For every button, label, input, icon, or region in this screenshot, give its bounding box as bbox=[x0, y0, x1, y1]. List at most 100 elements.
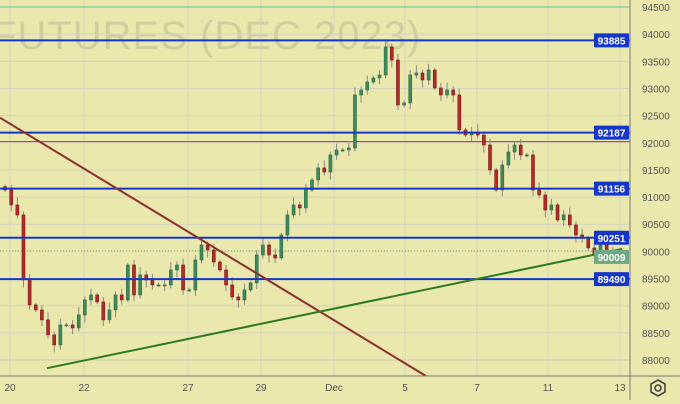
candle[interactable] bbox=[451, 89, 455, 96]
candle[interactable] bbox=[273, 254, 277, 259]
candle[interactable] bbox=[500, 164, 505, 191]
candle[interactable] bbox=[561, 214, 566, 221]
candle[interactable] bbox=[304, 189, 308, 209]
candle[interactable] bbox=[439, 87, 443, 96]
candle[interactable] bbox=[285, 214, 290, 236]
time-axis[interactable] bbox=[0, 376, 680, 400]
candle[interactable] bbox=[347, 147, 351, 151]
candle[interactable] bbox=[261, 244, 265, 256]
candle[interactable] bbox=[181, 264, 185, 291]
candle[interactable] bbox=[33, 304, 38, 311]
candle[interactable] bbox=[316, 167, 320, 181]
candle[interactable] bbox=[248, 282, 253, 291]
candle[interactable] bbox=[445, 89, 449, 96]
candle[interactable] bbox=[9, 189, 14, 206]
candle[interactable] bbox=[426, 69, 431, 81]
candle[interactable] bbox=[236, 296, 241, 301]
candle[interactable] bbox=[175, 264, 179, 271]
candle[interactable] bbox=[113, 294, 118, 311]
candle[interactable] bbox=[101, 301, 106, 321]
candle[interactable] bbox=[383, 46, 388, 76]
candle[interactable] bbox=[365, 81, 370, 91]
candle[interactable] bbox=[70, 324, 75, 329]
candle[interactable] bbox=[402, 102, 406, 106]
candle[interactable] bbox=[107, 309, 112, 321]
candle[interactable] bbox=[494, 169, 498, 191]
candle[interactable] bbox=[119, 294, 124, 301]
candle[interactable] bbox=[138, 274, 142, 296]
candle[interactable] bbox=[340, 149, 345, 152]
candle[interactable] bbox=[291, 204, 296, 216]
candle[interactable] bbox=[482, 134, 486, 146]
candle[interactable] bbox=[27, 279, 32, 306]
candle[interactable] bbox=[506, 151, 511, 166]
candle[interactable] bbox=[586, 237, 591, 249]
candle[interactable] bbox=[414, 72, 419, 76]
candle[interactable] bbox=[76, 314, 81, 329]
candle[interactable] bbox=[83, 299, 87, 316]
candle[interactable] bbox=[211, 249, 216, 263]
candle[interactable] bbox=[371, 77, 376, 83]
candle[interactable] bbox=[518, 144, 523, 156]
candle[interactable] bbox=[549, 204, 554, 211]
price-axis[interactable] bbox=[630, 0, 680, 400]
candle[interactable] bbox=[52, 334, 56, 346]
candle[interactable] bbox=[310, 179, 314, 191]
x-tick-label: 20 bbox=[4, 383, 16, 394]
candle[interactable] bbox=[297, 204, 302, 209]
candle[interactable] bbox=[574, 224, 578, 236]
y-tick-label: 88000 bbox=[642, 356, 670, 367]
candle[interactable] bbox=[279, 234, 284, 259]
trendline-support[interactable] bbox=[46, 247, 623, 370]
trendline-resistance[interactable] bbox=[0, 116, 427, 377]
candle[interactable] bbox=[568, 214, 572, 226]
candle[interactable] bbox=[218, 261, 222, 271]
candle[interactable] bbox=[543, 194, 548, 211]
candle[interactable] bbox=[512, 144, 517, 153]
candle[interactable] bbox=[353, 94, 357, 149]
candle[interactable] bbox=[267, 244, 271, 256]
candle[interactable] bbox=[64, 324, 69, 327]
candle[interactable] bbox=[254, 254, 259, 284]
candle[interactable] bbox=[150, 279, 155, 286]
gear-icon[interactable] bbox=[648, 378, 668, 398]
y-tick-label: 89500 bbox=[642, 275, 670, 286]
candle[interactable] bbox=[432, 69, 437, 89]
candle[interactable] bbox=[187, 289, 192, 292]
candle[interactable] bbox=[488, 144, 492, 171]
candle[interactable] bbox=[531, 154, 535, 191]
candle[interactable] bbox=[95, 294, 99, 303]
candle[interactable] bbox=[162, 284, 167, 287]
candle[interactable] bbox=[89, 294, 93, 301]
candle[interactable] bbox=[420, 72, 425, 81]
watermark: FUTURES (DEC 2023) bbox=[0, 14, 422, 58]
candle[interactable] bbox=[169, 269, 173, 286]
candle[interactable] bbox=[58, 324, 63, 346]
candle[interactable] bbox=[377, 74, 382, 79]
candle[interactable] bbox=[46, 319, 50, 336]
candle[interactable] bbox=[359, 89, 363, 96]
candle[interactable] bbox=[21, 214, 26, 281]
candle[interactable] bbox=[156, 284, 161, 287]
candle[interactable] bbox=[322, 167, 327, 173]
candle[interactable] bbox=[193, 259, 198, 291]
candle[interactable] bbox=[396, 59, 400, 106]
candle[interactable] bbox=[15, 204, 20, 216]
candle[interactable] bbox=[390, 46, 394, 61]
candle[interactable] bbox=[224, 269, 228, 286]
candle[interactable] bbox=[199, 244, 204, 261]
candle[interactable] bbox=[328, 154, 333, 173]
candle[interactable] bbox=[457, 94, 462, 131]
candle[interactable] bbox=[525, 154, 529, 157]
candle[interactable] bbox=[40, 309, 44, 321]
candle[interactable] bbox=[126, 264, 130, 301]
candle[interactable] bbox=[555, 204, 560, 221]
candle[interactable] bbox=[537, 189, 541, 196]
candle[interactable] bbox=[408, 74, 413, 104]
candle[interactable] bbox=[205, 244, 210, 251]
candle[interactable] bbox=[334, 149, 339, 156]
candle[interactable] bbox=[230, 284, 234, 298]
candle[interactable] bbox=[242, 289, 247, 301]
